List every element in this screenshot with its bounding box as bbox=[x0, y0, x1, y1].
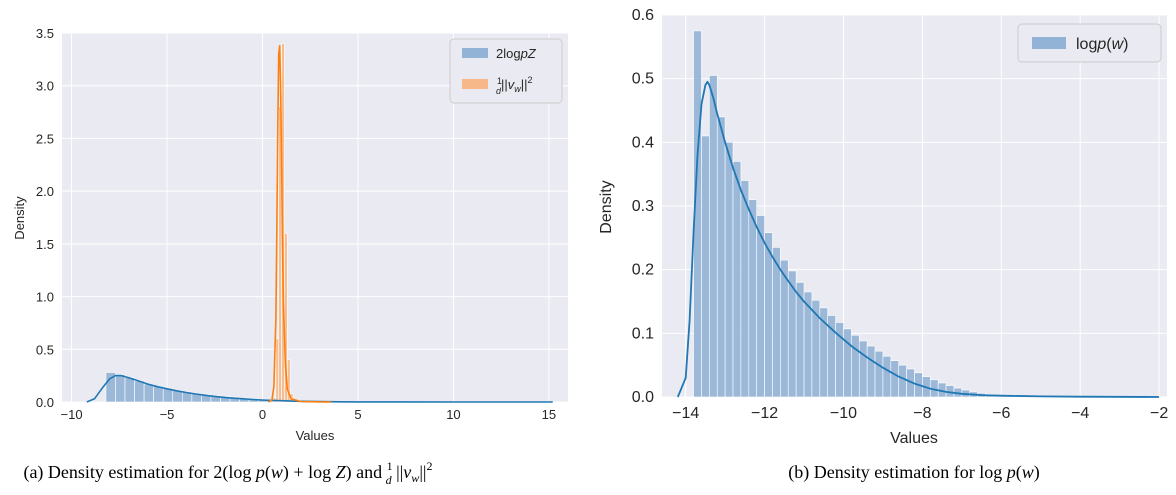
chart-a-bar-series-1 bbox=[144, 384, 154, 402]
chart-b-bar-series-1 bbox=[741, 181, 749, 397]
chart-a-bar-series-1 bbox=[135, 381, 145, 402]
chart-a-y-tick-label: 3.5 bbox=[36, 26, 54, 41]
chart-a-bar-series-1 bbox=[125, 378, 135, 402]
chart-a-y-tick-label: 1.5 bbox=[36, 237, 54, 252]
chart-a-x-tick-label: −5 bbox=[160, 407, 175, 422]
chart-a-legend: 2logpZ 1 d||vw||2 bbox=[450, 39, 562, 103]
chart-b-x-tick-label: −6 bbox=[992, 405, 1010, 422]
chart-b-y-tick-label: 0.5 bbox=[632, 71, 654, 88]
chart-b-bar-series-1 bbox=[851, 335, 859, 397]
caption-a: (a) Density estimation for 2(log p(w) + … bbox=[23, 459, 432, 487]
chart-b-x-tick-label: −8 bbox=[913, 405, 931, 422]
chart-a-x-tick-label: 0 bbox=[259, 407, 266, 422]
chart-b-legend: logp(w) bbox=[1018, 24, 1161, 62]
chart-b-y-tick-label: 0.3 bbox=[632, 198, 654, 215]
chart-b-x-tick-label: −14 bbox=[672, 405, 699, 422]
chart-b-y-tick-label: 0.0 bbox=[632, 389, 654, 406]
chart-b-x-tick-label: −10 bbox=[830, 405, 857, 422]
chart-a-x-tick-label: 15 bbox=[542, 407, 556, 422]
chart-a-y-tick-label: 1.0 bbox=[36, 290, 54, 305]
chart-b-bar-series-1 bbox=[733, 161, 741, 397]
chart-b-x-tick-label: −2 bbox=[1150, 405, 1168, 422]
chart-b-y-tick-label: 0.1 bbox=[632, 325, 654, 342]
chart-b-bar-series-1 bbox=[772, 247, 780, 397]
chart-a-legend-swatch-blue bbox=[462, 48, 488, 58]
chart-b-x-tick-label: −12 bbox=[751, 405, 778, 422]
chart-a-x-tick-label: 5 bbox=[354, 407, 361, 422]
chart-b-bar-series-1 bbox=[749, 200, 757, 397]
chart-a-x-axis-label: Values bbox=[296, 428, 335, 443]
chart-b-bar-series-1 bbox=[765, 233, 773, 397]
chart-a-bar-series-2 bbox=[276, 339, 279, 402]
chart-b-legend-label: logp(w) bbox=[1076, 36, 1128, 53]
chart-a-bar-series-1 bbox=[154, 386, 164, 402]
chart-b-bar-series-1 bbox=[701, 136, 709, 397]
chart-a-y-ticks: 0.0 0.5 1.0 1.5 2.0 2.5 3.0 3.5 bbox=[36, 26, 54, 410]
chart-b-y-tick-label: 0.6 bbox=[632, 7, 654, 24]
chart-b-bar-series-1 bbox=[875, 351, 883, 397]
chart-b-legend-swatch bbox=[1032, 37, 1066, 49]
chart-a: −10 −5 0 5 10 15 0.0 0.5 1.0 1.5 2.0 2.5 3.0 3.5 Val… bbox=[12, 26, 568, 443]
chart-b-bar-series-1 bbox=[867, 346, 875, 397]
chart-a-x-tick-label: −10 bbox=[61, 407, 83, 422]
chart-b-bar-series-1 bbox=[883, 356, 891, 397]
chart-a-y-tick-label: 3.0 bbox=[36, 79, 54, 94]
chart-a-y-tick-label: 0.5 bbox=[36, 342, 54, 357]
chart-a-y-tick-label: 0.0 bbox=[36, 395, 54, 410]
chart-b: −14 −12 −10 −8 −6 −4 −2 0.00.10.20.30.40.50.6 … bbox=[598, 7, 1168, 447]
chart-b-bar-series-1 bbox=[843, 329, 851, 397]
chart-a-y-tick-label: 2.0 bbox=[36, 184, 54, 199]
chart-b-y-tick-label: 0.4 bbox=[632, 134, 654, 151]
chart-b-bar-series-1 bbox=[717, 117, 725, 397]
chart-b-x-ticks: −14 −12 −10 −8 −6 −4 −2 bbox=[672, 405, 1168, 422]
chart-b-bar-series-1 bbox=[725, 142, 733, 397]
caption-b: (b) Density estimation for log p(w) bbox=[788, 462, 1039, 483]
chart-b-bar-series-1 bbox=[899, 365, 907, 397]
chart-a-x-ticks: −10 −5 0 5 10 15 bbox=[61, 407, 557, 422]
chart-b-x-tick-label: −4 bbox=[1071, 405, 1089, 422]
chart-b-y-axis-label: Density bbox=[598, 180, 615, 233]
chart-a-bar-series-1 bbox=[115, 375, 125, 402]
chart-b-x-axis-label: Values bbox=[890, 430, 938, 447]
chart-b-bar-series-1 bbox=[828, 316, 836, 397]
chart-b-y-tick-label: 0.2 bbox=[632, 262, 654, 279]
chart-a-legend-swatch-orange bbox=[462, 79, 488, 89]
chart-a-legend-label-1: 2logpZ bbox=[496, 46, 537, 61]
chart-b-bar-series-1 bbox=[709, 75, 717, 397]
chart-b-bar-series-1 bbox=[757, 216, 765, 397]
chart-b-y-ticks: 0.0 0.1 0.2 0.3 0.4 0.5 0.6 bbox=[632, 7, 654, 406]
chart-a-y-axis-label: Density bbox=[12, 196, 27, 240]
chart-b-bar-series-1 bbox=[891, 361, 899, 397]
chart-b-bar-series-1 bbox=[859, 341, 867, 397]
chart-a-y-tick-label: 2.5 bbox=[36, 131, 54, 146]
chart-a-x-tick-label: 10 bbox=[446, 407, 460, 422]
